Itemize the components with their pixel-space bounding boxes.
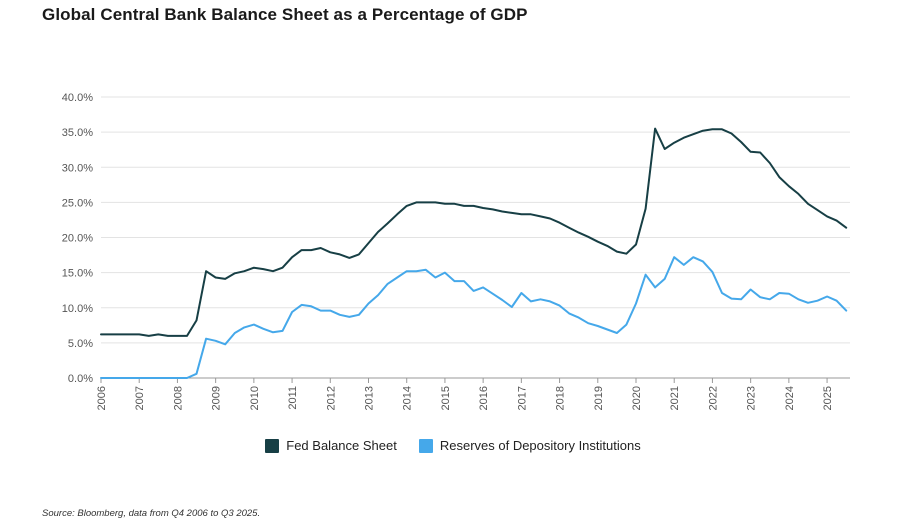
source-note: Source: Bloomberg, data from Q4 2006 to … bbox=[42, 508, 261, 519]
x-tick-label: 2011 bbox=[287, 386, 299, 410]
legend-label-fed: Fed Balance Sheet bbox=[286, 438, 397, 453]
y-tick-label: 10.0% bbox=[62, 303, 93, 315]
series-line-reserves bbox=[100, 256, 848, 379]
series-lines bbox=[100, 127, 848, 379]
x-tick-label: 2025 bbox=[822, 386, 834, 410]
x-tick-label: 2022 bbox=[707, 386, 719, 410]
legend-item-fed: Fed Balance Sheet bbox=[265, 438, 397, 453]
legend: Fed Balance Sheet Reserves of Depository… bbox=[0, 438, 906, 453]
x-tick-label: 2023 bbox=[746, 386, 758, 410]
x-tick-label: 2012 bbox=[325, 386, 337, 410]
y-tick-label: 30.0% bbox=[62, 162, 93, 174]
x-tick-label: 2020 bbox=[631, 386, 643, 410]
legend-label-reserves: Reserves of Depository Institutions bbox=[439, 438, 641, 453]
x-tick-label: 2018 bbox=[555, 386, 567, 410]
x-tick-label: 2009 bbox=[211, 386, 223, 410]
y-tick-label: 25.0% bbox=[62, 197, 93, 209]
x-tick-label: 2019 bbox=[593, 386, 605, 410]
y-tick-label: 15.0% bbox=[62, 268, 93, 280]
legend-swatch-fed bbox=[265, 438, 280, 453]
y-tick-label: 40.0% bbox=[62, 92, 93, 104]
series-line-fed bbox=[100, 127, 848, 337]
x-tick-label: 2024 bbox=[784, 386, 796, 410]
legend-swatch-reserves bbox=[418, 438, 433, 453]
x-tick-label: 2014 bbox=[402, 386, 414, 410]
x-tick-label: 2007 bbox=[134, 386, 146, 410]
x-tick-label: 2010 bbox=[249, 386, 261, 410]
x-tick-label: 2015 bbox=[440, 386, 452, 410]
y-axis-ticks: 0.0% 5.0% 10.0% 15.0% 20.0% 25.0% 30.0% 35.0% 40… bbox=[62, 92, 93, 385]
y-tick-label: 5.0% bbox=[68, 338, 93, 350]
x-axis-ticks: 2006 2007 2008 2009 2010 2011 2012 2013 2014 2015… bbox=[96, 378, 834, 410]
y-tick-label: 0.0% bbox=[68, 373, 93, 385]
x-tick-label: 2013 bbox=[364, 386, 376, 410]
y-tick-label: 35.0% bbox=[62, 127, 93, 139]
x-tick-label: 2016 bbox=[478, 386, 490, 410]
y-tick-label: 20.0% bbox=[62, 233, 93, 245]
grid-lines bbox=[101, 96, 850, 379]
x-tick-label: 2021 bbox=[669, 386, 681, 410]
x-tick-label: 2006 bbox=[96, 386, 108, 410]
x-tick-label: 2008 bbox=[172, 386, 184, 410]
legend-item-reserves: Reserves of Depository Institutions bbox=[418, 438, 641, 453]
x-tick-label: 2017 bbox=[516, 386, 528, 410]
chart-title: Global Central Bank Balance Sheet as a P… bbox=[42, 5, 528, 24]
